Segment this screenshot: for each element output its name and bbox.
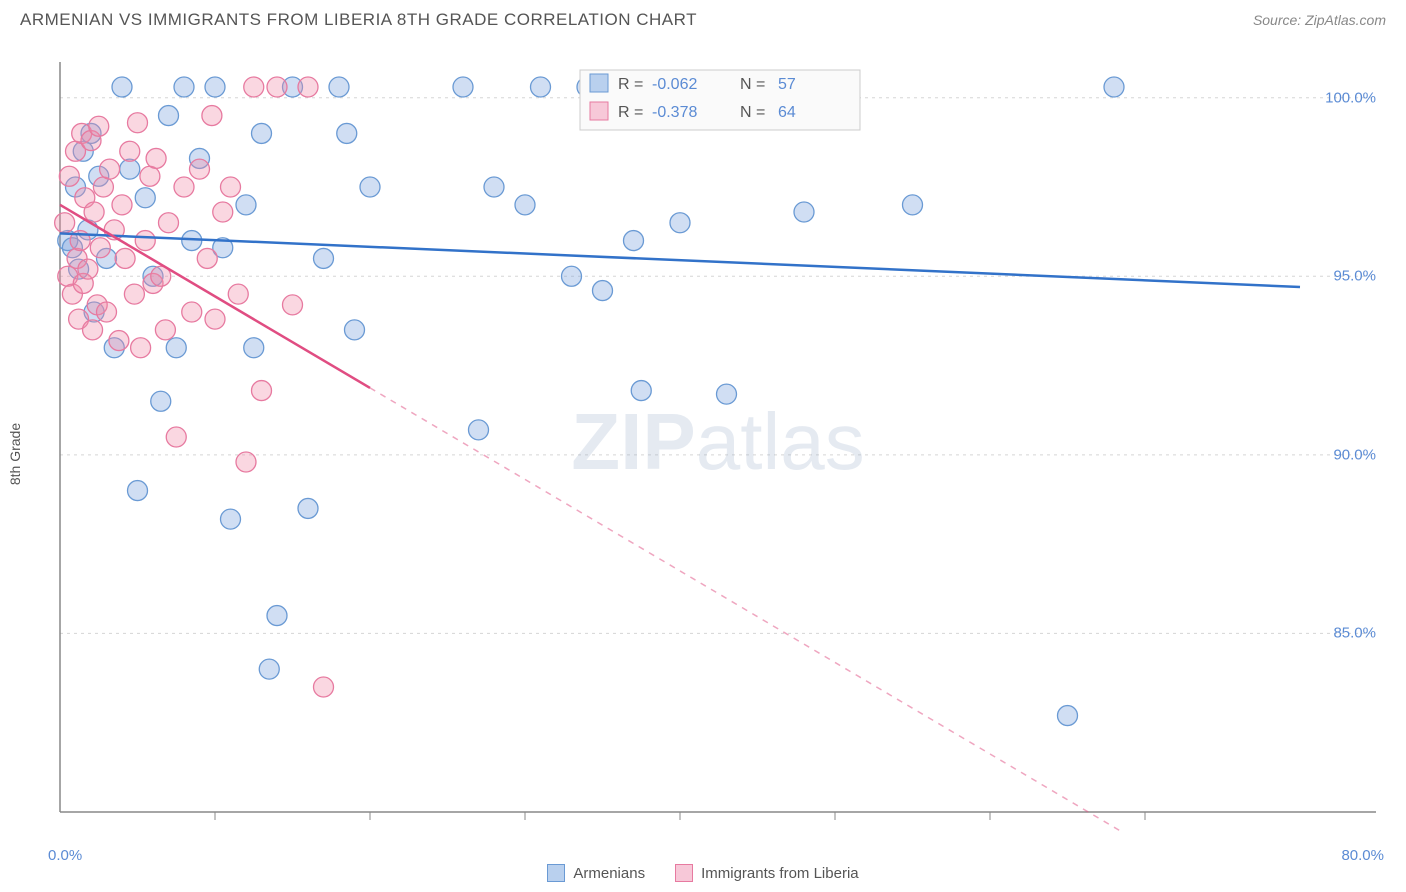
legend-label: Armenians (573, 865, 645, 882)
legend-swatch (675, 864, 693, 882)
chart-title: ARMENIAN VS IMMIGRANTS FROM LIBERIA 8TH … (20, 10, 697, 30)
svg-text:R =: R = (618, 104, 643, 121)
legend-item-liberia: Immigrants from Liberia (675, 864, 859, 882)
y-axis-label: 8th Grade (7, 423, 23, 485)
y-axis-tick-label: 95.0% (1333, 268, 1376, 285)
svg-text:N =: N = (740, 104, 765, 121)
y-axis-tick-label: 85.0% (1333, 625, 1376, 642)
legend-item-armenians: Armenians (547, 864, 645, 882)
scatter-chart: R = -0.062 N = 57 R = -0.378 N = 64 (50, 52, 1386, 832)
y-axis-tick-label: 100.0% (1325, 89, 1376, 106)
chart-container: R =-0.062N =57R =-0.378N =64 ZIPatlas (50, 52, 1386, 832)
svg-text:R =: R = (618, 76, 643, 93)
x-axis-max-label: 80.0% (1341, 847, 1384, 864)
svg-text:64: 64 (778, 104, 796, 121)
x-axis-min-label: 0.0% (48, 847, 82, 864)
svg-text:-0.062: -0.062 (652, 76, 697, 93)
svg-text:57: 57 (778, 76, 796, 93)
bottom-legend: Armenians Immigrants from Liberia (0, 864, 1406, 882)
svg-text:N =: N = (740, 76, 765, 93)
svg-text:-0.378: -0.378 (652, 104, 697, 121)
source-attribution: Source: ZipAtlas.com (1253, 12, 1386, 28)
legend-label: Immigrants from Liberia (701, 865, 859, 882)
y-axis-tick-label: 90.0% (1333, 446, 1376, 463)
legend-swatch (547, 864, 565, 882)
